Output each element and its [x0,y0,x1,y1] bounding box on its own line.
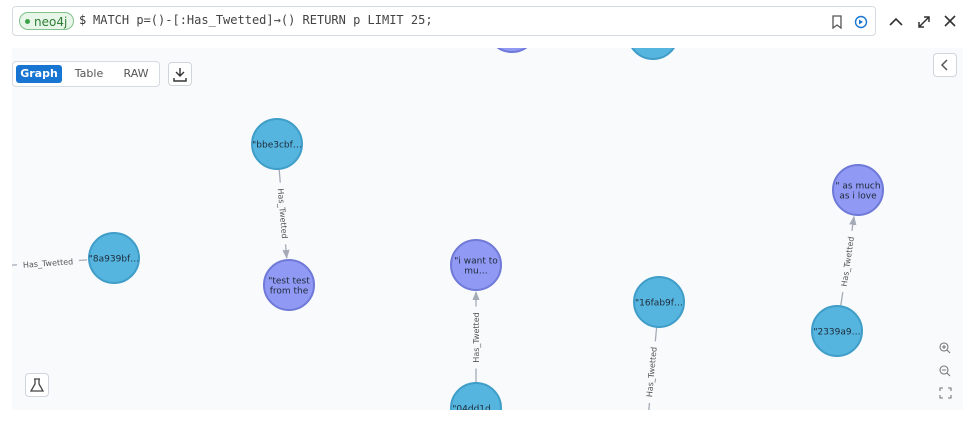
style-button[interactable] [25,373,49,397]
graph-background [12,48,963,410]
frame-controls [889,15,956,28]
node-caption: "16fab9f… [635,299,683,309]
label-background [642,340,661,404]
query-text[interactable]: MATCH p=()-[:Has_Twetted]→() RETURN p LI… [93,13,433,27]
label-background [470,306,482,369]
relationship-type: Has_Twetted [23,257,74,270]
zoom-out[interactable] [939,365,949,375]
node[interactable] [88,232,140,284]
close-icon[interactable] [944,15,956,27]
node[interactable] [450,382,502,427]
fit-button[interactable] [939,387,952,399]
relationship-label: Has_Twetted [642,340,661,404]
node-caption: as i love [839,192,877,202]
node [631,48,675,60]
node[interactable] [251,118,303,170]
node [496,48,528,53]
side-panel-button[interactable] [933,53,957,77]
view-tabs: Graph Table RAW [12,61,160,87]
node-caption: "2339a9… [813,328,860,338]
relationship-label: Has_Twetted [274,182,292,245]
label-background [16,254,80,272]
relationship-label: Has_Twetted [470,306,482,369]
node-caption: "i want to [454,257,498,267]
zoom-in[interactable] [939,342,949,352]
zoom-controls [939,342,952,399]
node[interactable] [450,239,502,291]
relationship-type: Has_Twetted [276,188,289,239]
label-background [274,182,292,245]
relationship-label: Has_Twetted [16,254,80,272]
db-badge: neo4j [19,12,75,30]
collapse-icon[interactable] [889,17,903,26]
node-caption: "8a939bf… [89,255,139,265]
node[interactable] [633,276,685,328]
node[interactable] [811,305,863,357]
node-caption: " as much [835,182,880,192]
node-caption: from the [270,287,309,297]
node[interactable] [263,259,315,311]
bookmark-icon[interactable] [832,15,842,29]
prompt: $ [79,13,87,27]
tab[interactable]: Graph [16,65,62,83]
download-button[interactable] [168,62,192,86]
relationship-type: Has_Twetted [472,312,481,362]
expand-icon[interactable] [918,16,930,28]
query-editor[interactable]: neo4j $ MATCH p=()-[:Has_Twetted]→() RET… [12,6,876,36]
tab[interactable]: RAW [123,67,149,80]
node[interactable] [832,164,884,216]
node-caption: "04dd1d… [452,405,499,415]
node-caption: "bbe3cbf… [252,141,302,151]
node-caption: "test test [268,277,310,287]
node-caption: mu… [464,267,487,277]
tab[interactable]: Table [74,67,104,80]
editor-icons [832,15,868,29]
label-background [836,229,858,294]
run-icon[interactable] [854,15,868,29]
